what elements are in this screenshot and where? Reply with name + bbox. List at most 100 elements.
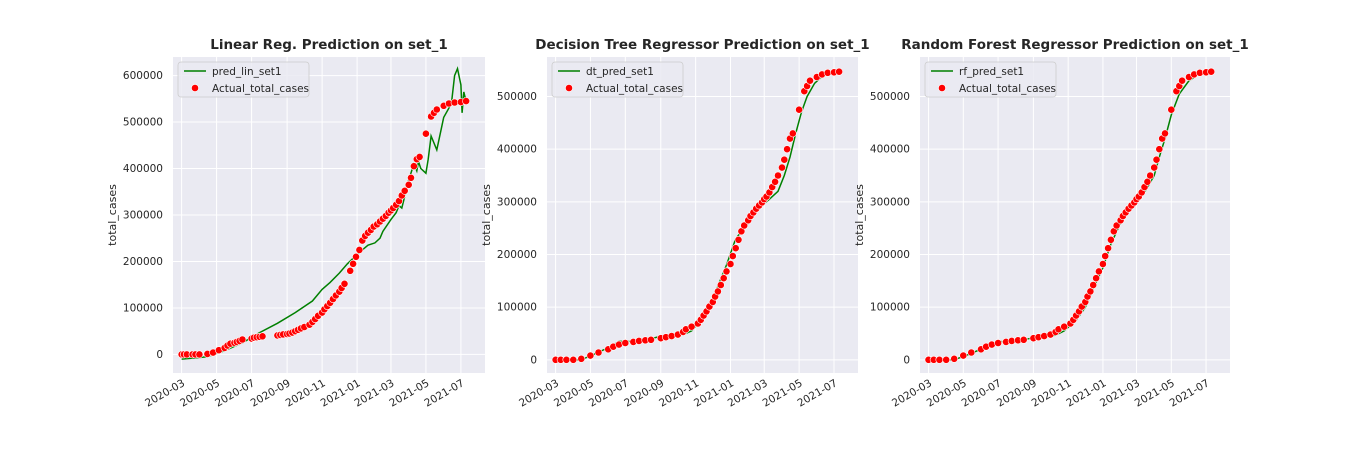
actual-point [1019,335,1028,344]
actual-point [432,105,441,114]
legend-label-prediction: rf_pred_set1 [959,66,1024,78]
actual-point [647,335,655,344]
actual-point [1060,322,1069,331]
actual-point [778,163,786,172]
legend: pred_lin_set1 Actual_total_cases [177,61,310,98]
actual-point [400,186,409,195]
y-tick-label: 0 [156,349,163,361]
actual-point [409,162,418,171]
x-tick-label: 2020-07 [587,377,631,409]
actual-point [1040,332,1049,340]
actual-point [1167,105,1176,114]
legend-label-prediction: pred_lin_set1 [212,66,282,78]
x-tick-label: 2021-07 [795,377,839,409]
x-tick-label: 2020-07 [213,377,257,409]
y-tick-label: 0 [903,354,910,366]
y-tick-label: 100000 [870,302,910,314]
x-tick-label: 2021-07 [1168,377,1212,409]
legend-point-swatch [938,84,946,92]
y-tick-label: 400000 [870,144,910,156]
x-tick-label: 2021-07 [422,377,466,409]
actual-point [562,355,571,364]
legend-box [924,61,1057,98]
actual-point [783,145,791,154]
actual-point [835,67,843,76]
actual-point [1101,252,1110,260]
actual-point [621,339,630,347]
actual-point [734,235,743,244]
y-tick-label: 500000 [497,91,537,103]
actual-point [340,279,349,288]
actual-point [346,266,355,275]
y-tick-label: 200000 [870,249,910,261]
y-tick-label: 500000 [870,91,910,103]
actual-point [1150,163,1159,172]
y-axis-label: total_cases [480,184,493,246]
actual-point [349,259,357,268]
actual-point [1146,171,1155,180]
y-tick-label: 200000 [123,256,163,268]
chart-panel-2: 01000002000003000004000005000002020-0320… [480,37,870,410]
actual-point [1104,244,1112,253]
actual-point [788,129,797,138]
y-axis-label: total_cases [106,184,119,246]
actual-point [415,152,424,161]
actual-point [728,252,737,260]
chart-title: Decision Tree Regressor Prediction on se… [535,37,869,53]
actual-point [959,351,968,360]
prediction-line [181,66,468,360]
actual-point [950,354,959,363]
actual-point [1089,281,1098,289]
actual-point [1112,221,1121,230]
actual-point [687,322,696,331]
legend-label-actual: Actual_total_cases [586,83,683,95]
actual-point [1178,76,1186,85]
actual-point [258,332,267,341]
actual-point [462,97,470,105]
actual-point [586,351,595,360]
chart-panel-3: 01000002000003000004000005000002020-0320… [853,37,1249,410]
actual-point [731,244,740,253]
actual-point [407,173,415,182]
actual-point [935,355,944,364]
actual-point [716,281,725,289]
actual-point [1095,267,1103,276]
actual-point [421,129,430,138]
actual-point [355,245,364,254]
y-axis-label: total_cases [853,184,866,246]
legend-label-actual: Actual_total_cases [212,83,309,95]
legend: dt_pred_set1 Actual_total_cases [551,61,684,98]
legend-box [551,61,684,98]
y-tick-label: 400000 [123,163,163,175]
actual-point [942,355,951,364]
legend-point-swatch [565,84,573,92]
actual-point [1099,260,1107,268]
actual-point [1152,155,1161,164]
legend-label-actual: Actual_total_cases [959,83,1056,95]
actual-point [740,221,749,230]
chart-title: Linear Reg. Prediction on set_1 [210,37,448,53]
actual-point [780,155,789,164]
actual-point [774,171,782,180]
actual-point [771,177,779,186]
actual-point [1086,287,1095,296]
actual-point [994,339,1002,347]
y-tick-label: 100000 [497,302,537,314]
y-tick-label: 300000 [123,210,163,222]
actual-point [1161,129,1169,138]
chart-panel-1: 0 100000 200000 300000 400000 500000 600000 202… [106,37,485,410]
y-tick-label: 500000 [123,117,163,129]
legend-label-prediction: dt_pred_set1 [586,66,654,78]
legend-point-swatch [191,84,199,92]
actual-point [352,252,360,261]
y-tick-label: 300000 [870,196,910,208]
actual-point [967,348,976,357]
plot-area [920,57,1230,373]
chart-title: Random Forest Regressor Prediction on se… [901,37,1249,53]
actual-point [714,287,722,296]
y-tick-label: 200000 [497,249,537,261]
y-tick-label: 600000 [123,70,163,82]
legend-box [177,61,310,98]
actual-point [795,105,803,114]
